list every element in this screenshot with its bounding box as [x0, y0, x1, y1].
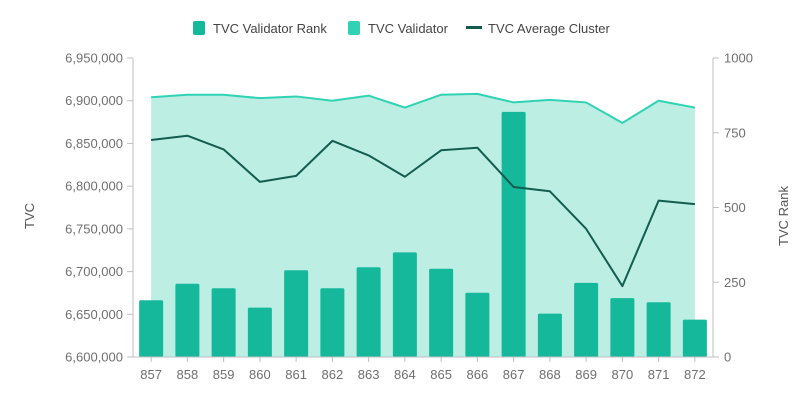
average-cluster-point[interactable] [402, 174, 408, 180]
validator-rank-bar[interactable] [211, 288, 236, 357]
validator-rank-bar[interactable] [320, 288, 345, 357]
left-tick-label: 6,850,000 [65, 136, 123, 151]
validator-line [151, 92, 696, 125]
right-tick-label: 0 [724, 350, 731, 365]
x-tick-label: 859 [213, 367, 235, 382]
average-cluster-point[interactable] [329, 138, 335, 144]
average-cluster-point[interactable] [619, 283, 625, 289]
validator-rank-bar[interactable] [646, 302, 671, 357]
x-tick-label: 868 [539, 367, 561, 382]
validator-point[interactable] [547, 97, 553, 103]
right-tick-label: 250 [724, 275, 746, 290]
average-cluster-point[interactable] [656, 198, 662, 204]
x-tick-label: 858 [177, 367, 199, 382]
validator-point[interactable] [329, 98, 335, 104]
x-tick-label: 863 [358, 367, 380, 382]
validator-point[interactable] [402, 105, 408, 111]
validator-rank-bar[interactable] [610, 298, 635, 357]
right-axis-title: TVC Rank [776, 186, 791, 246]
left-tick-label: 6,900,000 [65, 93, 123, 108]
average-cluster-point[interactable] [293, 173, 299, 179]
validator-point[interactable] [257, 95, 263, 101]
validator-point[interactable] [438, 92, 444, 98]
average-cluster-point[interactable] [547, 188, 553, 194]
x-tick-label: 867 [503, 367, 525, 382]
validator-rank-bar[interactable] [284, 270, 309, 357]
validator-point[interactable] [692, 105, 698, 111]
legend-swatch-average-cluster [466, 26, 482, 29]
x-tick-label: 861 [285, 367, 307, 382]
x-tick-label: 869 [575, 367, 597, 382]
x-tick-label: 865 [430, 367, 452, 382]
x-tick-label: 860 [249, 367, 271, 382]
bar-layer [139, 111, 707, 357]
legend-label-average-cluster: TVC Average Cluster [488, 21, 611, 36]
x-tick-label: 870 [612, 367, 634, 382]
average-cluster-point[interactable] [511, 184, 517, 190]
validator-rank-bar[interactable] [429, 268, 454, 357]
right-tick-label: 1000 [724, 51, 753, 66]
left-tick-label: 6,950,000 [65, 51, 123, 66]
validator-point[interactable] [221, 92, 227, 98]
right-tick-label: 750 [724, 125, 746, 140]
validator-rank-bar[interactable] [175, 283, 200, 357]
legend: TVC Validator Rank TVC Validator TVC Ave… [193, 21, 611, 36]
validator-point[interactable] [656, 98, 662, 104]
legend-swatch-validator [348, 21, 360, 35]
validator-point[interactable] [293, 93, 299, 99]
validator-rank-bar[interactable] [139, 300, 164, 357]
average-cluster-point[interactable] [257, 179, 263, 185]
average-cluster-point[interactable] [583, 226, 589, 232]
line-layer [148, 133, 698, 289]
right-tick-label: 500 [724, 200, 746, 215]
average-cluster-point[interactable] [366, 152, 372, 158]
axis-layer: 6,600,000 6,650,000 6,700,000 6,750,000 6,80… [65, 51, 753, 383]
x-tick-label: 857 [140, 367, 162, 382]
average-cluster-point[interactable] [474, 145, 480, 151]
average-cluster-point[interactable] [221, 146, 227, 152]
validator-point[interactable] [366, 93, 372, 99]
left-tick-label: 6,750,000 [65, 221, 123, 236]
validator-point[interactable] [184, 92, 190, 98]
validator-rank-bar[interactable] [537, 313, 562, 357]
average-cluster-point[interactable] [184, 133, 190, 139]
x-tick-label: 864 [394, 367, 416, 382]
validator-rank-bar[interactable] [574, 282, 599, 357]
legend-item-validator[interactable]: TVC Validator [348, 21, 449, 36]
left-axis-title: TVC [22, 203, 37, 229]
legend-item-average-cluster[interactable]: TVC Average Cluster [466, 21, 611, 36]
average-cluster-point[interactable] [438, 147, 444, 153]
validator-rank-bar[interactable] [356, 267, 381, 357]
average-cluster-line [151, 134, 695, 288]
validator-rank-bar[interactable] [247, 307, 272, 357]
legend-label-validator-rank: TVC Validator Rank [213, 21, 327, 36]
validator-point[interactable] [148, 94, 154, 100]
x-tick-label: 872 [684, 367, 706, 382]
average-cluster-point[interactable] [148, 137, 154, 143]
validator-point[interactable] [619, 120, 625, 126]
x-tick-label: 862 [322, 367, 344, 382]
left-tick-label: 6,700,000 [65, 264, 123, 279]
left-tick-label: 6,800,000 [65, 179, 123, 194]
validator-point[interactable] [583, 99, 589, 105]
x-tick-label: 866 [467, 367, 489, 382]
validator-rank-bar[interactable] [682, 319, 707, 357]
left-tick-label: 6,600,000 [65, 350, 123, 365]
validator-rank-bar[interactable] [465, 292, 490, 357]
validator-rank-bar[interactable] [392, 252, 417, 357]
validator-point[interactable] [474, 91, 480, 97]
x-tick-label: 871 [648, 367, 670, 382]
left-tick-label: 6,650,000 [65, 307, 123, 322]
legend-label-validator: TVC Validator [368, 21, 449, 36]
validator-point[interactable] [511, 99, 517, 105]
average-cluster-point[interactable] [692, 201, 698, 207]
legend-swatch-validator-rank [193, 21, 205, 35]
legend-item-validator-rank[interactable]: TVC Validator Rank [193, 21, 327, 36]
validator-rank-bar[interactable] [501, 111, 526, 357]
